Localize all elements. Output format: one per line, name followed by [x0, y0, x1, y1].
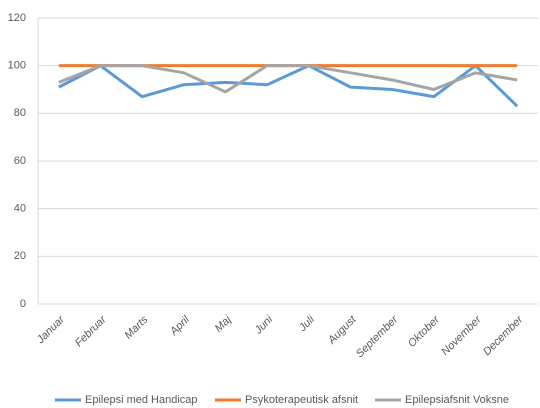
y-tick-label: 60: [14, 155, 26, 167]
series-line: [58, 64, 519, 108]
y-tick-label: 20: [14, 250, 26, 262]
x-tick-label: Marts: [122, 313, 150, 341]
series-line: [58, 64, 518, 94]
x-tick-label: April: [167, 313, 192, 338]
legend-label: Epilepsi med Handicap: [85, 394, 198, 406]
y-tick-label: 0: [20, 298, 26, 310]
y-tick-label: 40: [14, 203, 26, 215]
legend-label: Epilepsiafsnit Voksne: [405, 394, 509, 406]
x-tick-label: Oktober: [406, 313, 443, 350]
x-tick-label: November: [439, 313, 484, 358]
y-tick-label: 100: [8, 60, 26, 72]
x-tick-label: Juni: [252, 313, 276, 337]
x-tick-label: Maj: [213, 313, 234, 334]
legend-label: Psykoterapeutisk afsnit: [245, 394, 358, 406]
x-tick-label: August: [325, 313, 359, 347]
x-tick-label: Juli: [296, 313, 317, 334]
x-tick-label: September: [354, 313, 401, 360]
y-tick-label: 80: [14, 107, 26, 119]
y-tick-label: 120: [8, 12, 26, 24]
x-tick-label: December: [481, 313, 526, 358]
x-tick-label: Januar: [34, 313, 68, 347]
x-tick-label: Februar: [73, 313, 110, 350]
